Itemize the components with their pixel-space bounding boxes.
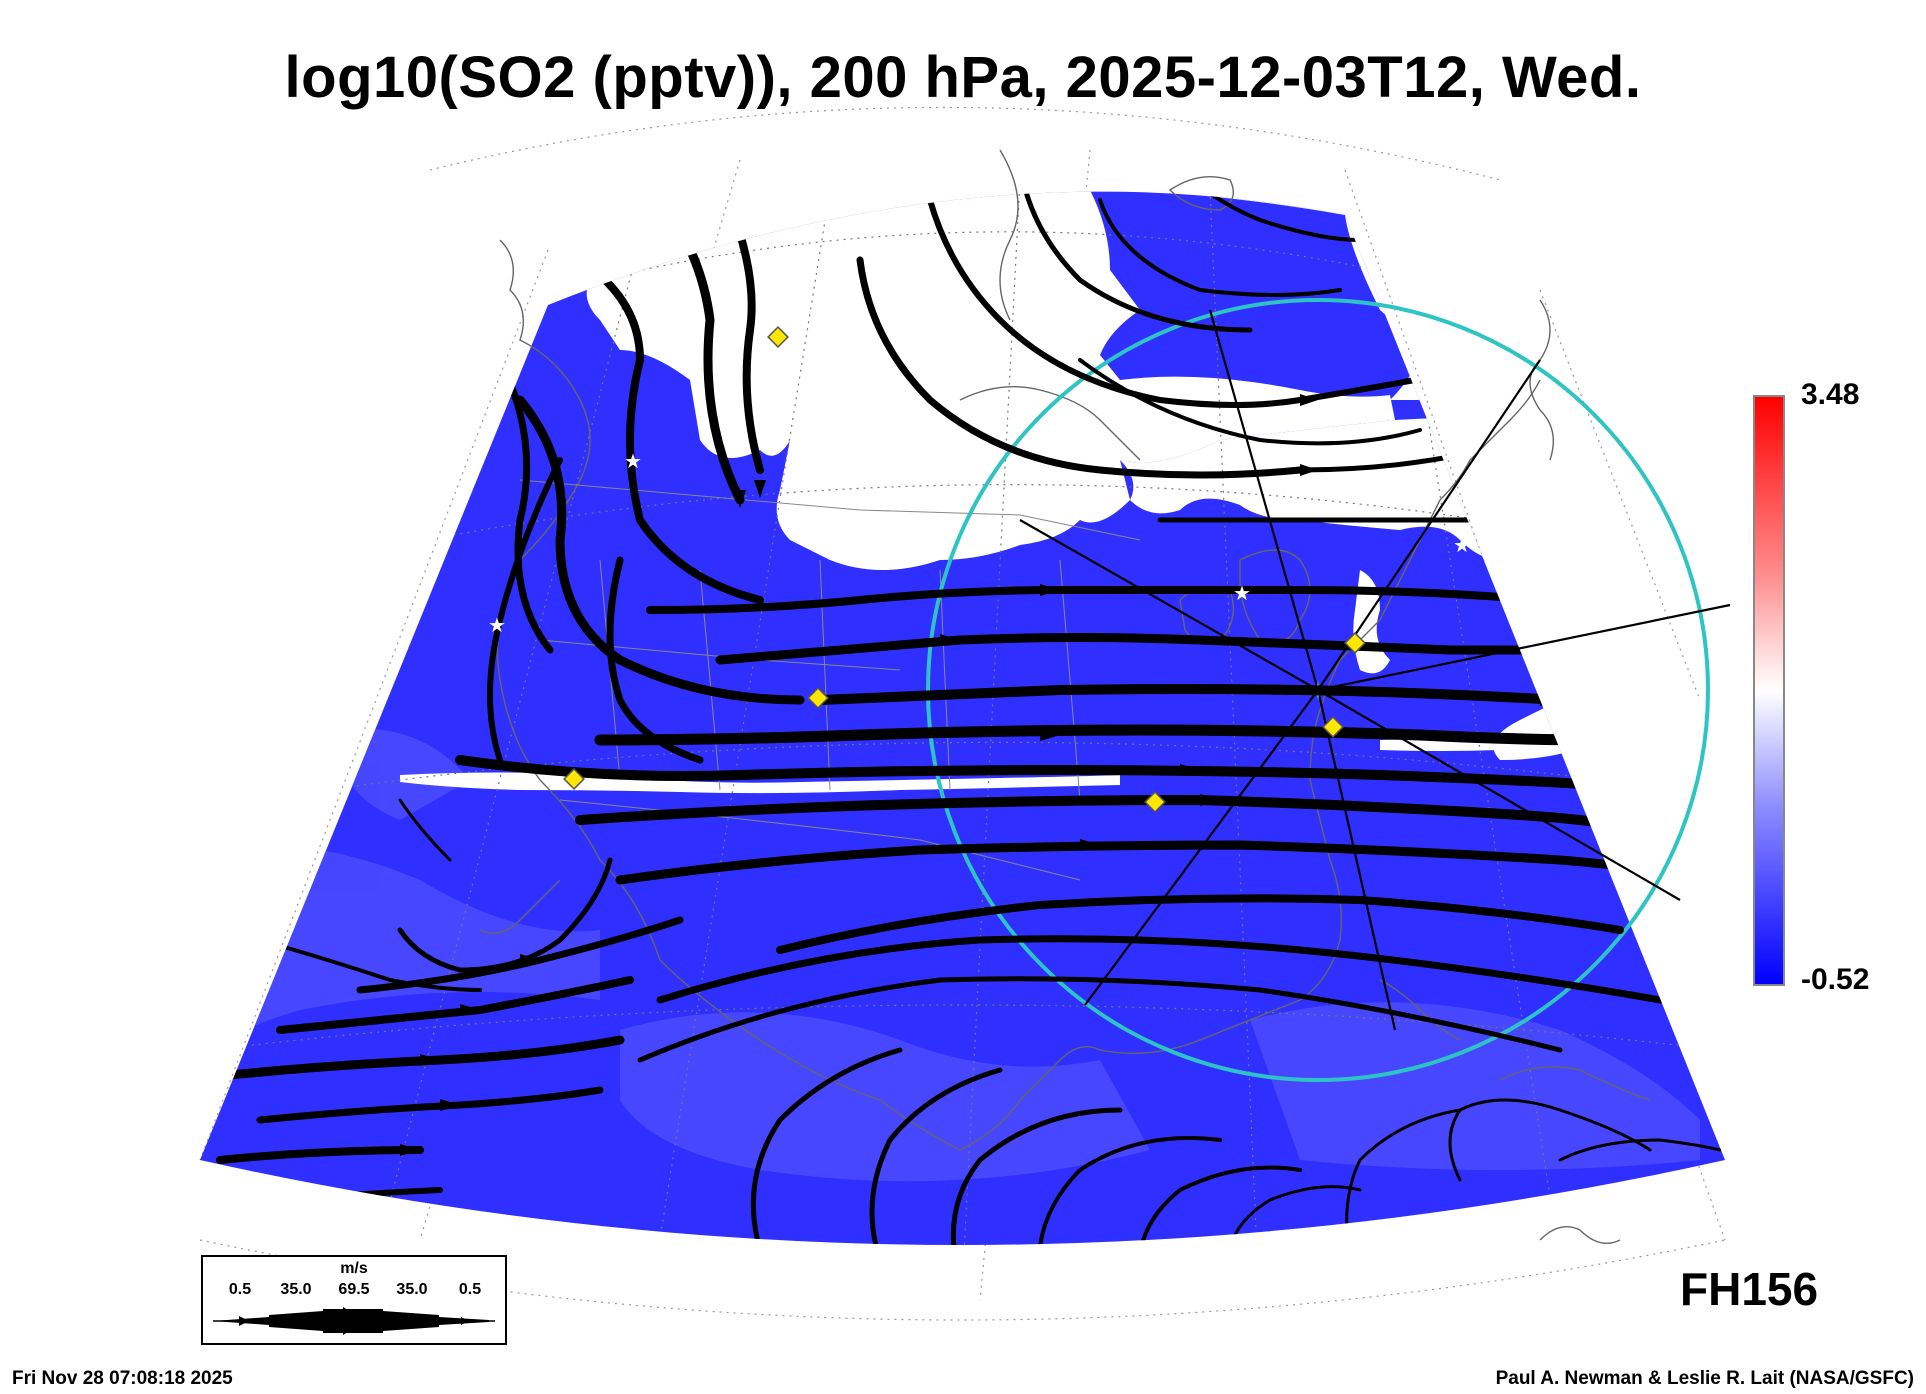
chart-title: log10(SO2 (pptv)), 200 hPa, 2025-12-03T1…	[284, 45, 1642, 110]
colorbar-max-label: 3.48	[1801, 378, 1860, 411]
field-shading	[200, 728, 1700, 1182]
wind-key-tick: 35.0	[396, 1281, 428, 1298]
svg-text:★: ★	[1453, 533, 1471, 557]
author-credit: Paul A. Newman & Leslie R. Lait (NASA/GS…	[1495, 1368, 1914, 1389]
svg-text:★: ★	[488, 613, 506, 637]
wind-key-tick: 0.5	[228, 1281, 252, 1298]
white-star-markers: ★ ★ ★ ★ ★	[488, 393, 1471, 637]
colorbar-min-label: -0.52	[1801, 963, 1870, 996]
svg-text:★: ★	[1233, 581, 1251, 605]
wind-key-arrow	[213, 1307, 495, 1335]
wind-key-tick: 0.5	[458, 1281, 482, 1298]
wind-key-tick: 35.0	[280, 1281, 312, 1298]
wind-speed-key: m/s 0.5 35.0 69.5 35.0 0.5	[201, 1255, 507, 1345]
svg-text:★: ★	[719, 393, 737, 417]
wind-key-tick: 69.5	[338, 1281, 370, 1298]
yellow-diamond-markers	[563, 326, 1366, 813]
svg-text:★: ★	[624, 449, 642, 473]
forecast-hour: FH156	[1680, 1263, 1819, 1315]
colorbar	[1753, 395, 1785, 986]
wind-key-units: m/s	[340, 1260, 368, 1277]
generation-timestamp: Fri Nov 28 07:08:18 2025	[12, 1368, 233, 1389]
